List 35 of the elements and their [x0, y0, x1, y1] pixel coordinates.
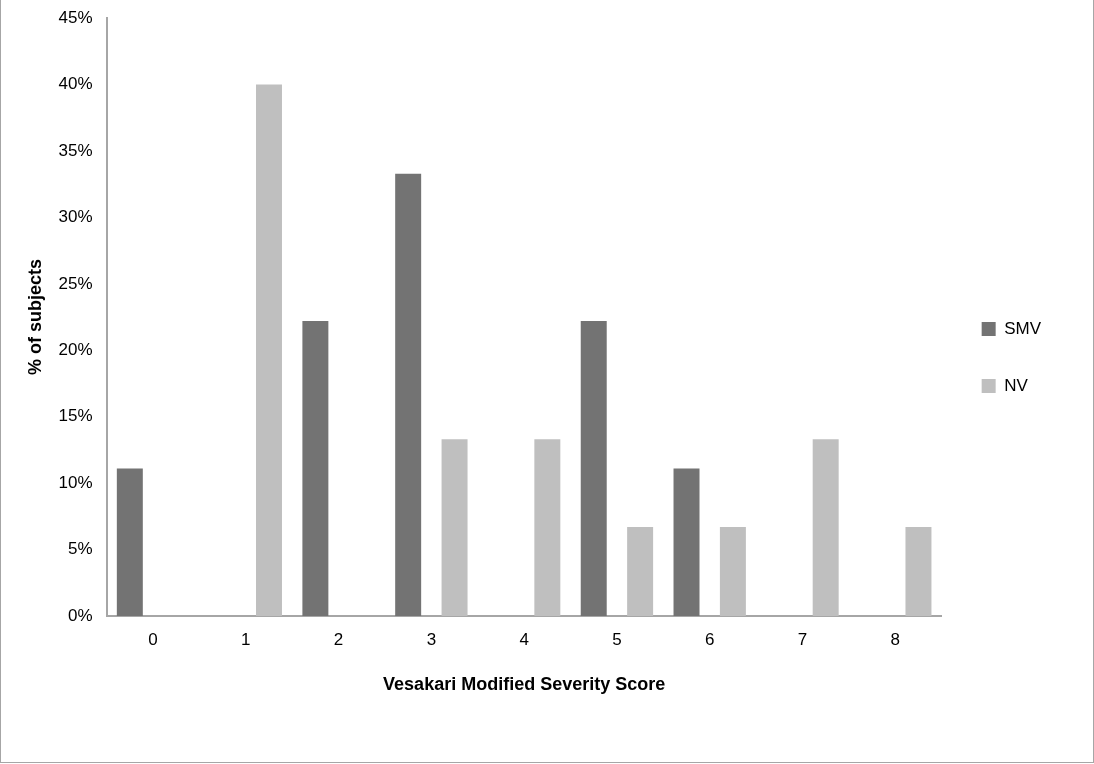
legend-label: SMV — [1004, 318, 1042, 338]
x-tick-label: 6 — [704, 629, 715, 649]
bar — [905, 526, 932, 616]
y-tick-label: 30% — [58, 207, 93, 227]
x-axis-title: Vesakari Modified Severity Score — [383, 674, 666, 695]
y-tick-label: 15% — [58, 406, 93, 426]
y-tick-label: 5% — [68, 539, 93, 559]
x-tick-label: 0 — [148, 629, 158, 649]
bar — [302, 321, 329, 616]
y-tick-label: 0% — [68, 605, 93, 625]
y-tick-label: 20% — [58, 340, 93, 359]
bar — [395, 173, 422, 616]
x-tick-label: 7 — [797, 629, 808, 649]
x-tick-label: 1 — [241, 629, 251, 649]
x-tick-label: 3 — [426, 629, 437, 649]
x-tick-label: 5 — [612, 629, 622, 649]
bar — [534, 439, 561, 616]
bar — [812, 439, 839, 616]
y-axis-title: % of subjects — [24, 259, 45, 376]
bar — [719, 526, 746, 616]
x-tick-label: 2 — [333, 629, 344, 649]
bar — [627, 526, 654, 616]
bar — [580, 321, 607, 616]
y-tick-label: 10% — [58, 472, 93, 492]
x-tick-label: 8 — [890, 629, 900, 649]
bar — [116, 468, 143, 616]
y-tick-label: 35% — [58, 140, 93, 160]
bar — [256, 84, 282, 616]
bar — [673, 468, 700, 616]
legend-label: NV — [1004, 375, 1029, 395]
bar — [441, 439, 468, 616]
x-tick-label: 4 — [519, 629, 529, 649]
y-tick-label: 40% — [58, 74, 93, 94]
y-tick-label: 25% — [58, 273, 93, 293]
y-tick-label: 45% — [58, 7, 93, 27]
